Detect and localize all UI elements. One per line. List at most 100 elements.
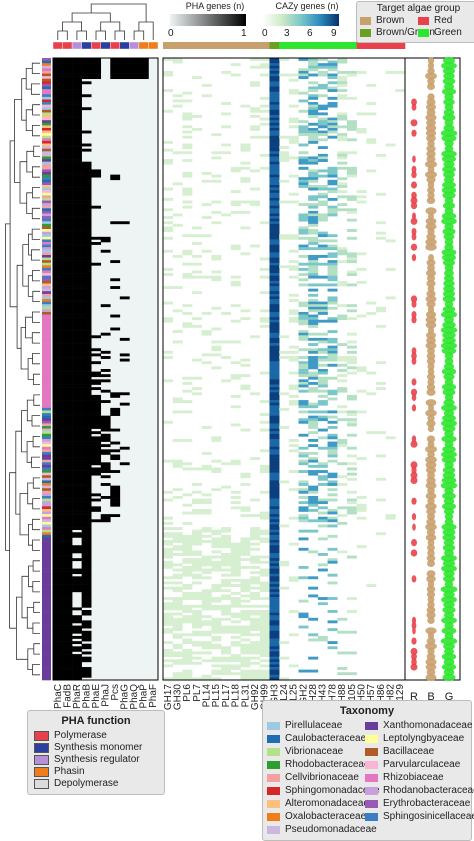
taxonomy-cell (42, 641, 51, 645)
cazy-cell (259, 291, 270, 295)
cazy-cell (337, 58, 348, 61)
cazy-cell (317, 358, 328, 362)
cazy-cell (317, 638, 328, 642)
cazy-cell (269, 529, 280, 533)
cazy-cell (269, 498, 280, 502)
taxonomy-legend: Taxonomy Pirellulaceae Xanthomonadaceae Ca… (262, 700, 474, 841)
pha-cell (62, 573, 73, 577)
pha-cell (72, 615, 82, 619)
dendrogram-branch (19, 161, 27, 204)
cazy-cell (211, 646, 222, 650)
cazy-cell (163, 208, 173, 212)
cazy-cell (308, 420, 319, 424)
taxonomy-cell (42, 366, 51, 370)
cazy-cell (182, 547, 193, 551)
algae-dot (410, 471, 418, 479)
cazy-cell (211, 599, 222, 603)
cazy-cell (288, 299, 299, 302)
dendrogram-branch (31, 415, 40, 427)
pha-cell (53, 363, 63, 367)
pha-cell (53, 498, 63, 502)
pha-cell (91, 462, 102, 466)
pha-cell (53, 337, 63, 341)
pha-cell (81, 343, 92, 346)
cazy-cell (163, 527, 173, 530)
pha-cell (53, 280, 63, 284)
pha-cell (110, 76, 121, 80)
cazy-cell (211, 669, 222, 673)
cazy-cell (269, 156, 280, 160)
pha-cell (62, 599, 73, 603)
pha-cell (91, 172, 102, 175)
cazy-cell (182, 151, 193, 155)
cazy-cell (240, 550, 251, 554)
cazy-cell (327, 451, 338, 455)
legend-label: Erythrobacteraceae (383, 798, 471, 809)
cazy-cell (269, 78, 280, 82)
cazy-cell (327, 389, 338, 393)
cazy-cell (182, 641, 193, 645)
pha-cell (62, 291, 73, 295)
cazy-cell (298, 99, 309, 103)
cazy-cell (250, 244, 261, 248)
cazy-cell (192, 392, 203, 396)
pha-cell (81, 485, 92, 489)
cazy-x-label: GH105 (347, 684, 358, 716)
pha-cell (62, 353, 73, 357)
cazy-cell (201, 216, 212, 219)
pha-cell (72, 628, 82, 632)
taxonomy-cell (42, 493, 51, 497)
pha-cell (72, 459, 82, 463)
cazy-cell (269, 475, 280, 479)
pha-cell (72, 138, 82, 142)
algae-dot (427, 139, 435, 148)
pha-cell (62, 664, 73, 668)
pha-cell (62, 477, 73, 481)
pha-cell (53, 231, 63, 235)
cazy-cell (172, 151, 183, 155)
pha-cell (119, 221, 130, 225)
pha-cell (62, 534, 73, 538)
taxonomy-cell (42, 291, 51, 295)
pha-cell (53, 265, 63, 269)
pha-cell (91, 438, 102, 442)
algae-dot (444, 357, 454, 365)
cazy-cell (163, 216, 173, 219)
cazy-cell (346, 260, 357, 264)
pha-cell (62, 304, 73, 308)
cazy-cell (192, 498, 203, 502)
cazy-cell (298, 133, 309, 137)
pha-legend-item: Polymerase (34, 730, 158, 742)
cazy-cell (308, 239, 319, 243)
algae-dot (425, 502, 437, 510)
pha-cell (72, 449, 82, 453)
cazy-cell (346, 257, 357, 261)
algae-group-cell (356, 42, 367, 49)
pha-cell (100, 415, 111, 419)
cazy-cell (163, 651, 173, 655)
pha-cell (72, 187, 82, 191)
cazy-cell (269, 146, 280, 150)
cazy-cell (230, 495, 241, 499)
legend-label: Sphingomonadaceae (285, 785, 380, 796)
cazy-cell (269, 643, 280, 647)
cazy-cell (240, 677, 251, 681)
cazy-cell (182, 304, 193, 308)
cazy-cell (250, 335, 261, 339)
taxonomy-cell (42, 462, 51, 466)
cazy-cell (230, 190, 241, 194)
algae-dot (411, 103, 417, 111)
cazy-cell (269, 661, 280, 665)
pha-cell (62, 205, 73, 209)
pha-cell (62, 125, 73, 129)
cazy-cell (346, 397, 357, 401)
pha-cell (100, 433, 111, 437)
algae-dot (440, 637, 458, 645)
cazy-cell (269, 231, 280, 235)
algae-dot (427, 539, 435, 547)
cazy-cell (172, 462, 183, 466)
cazy-cell (317, 563, 328, 567)
pha-cell (62, 454, 73, 458)
cazy-cell (327, 363, 338, 367)
algae-dot (442, 471, 456, 479)
